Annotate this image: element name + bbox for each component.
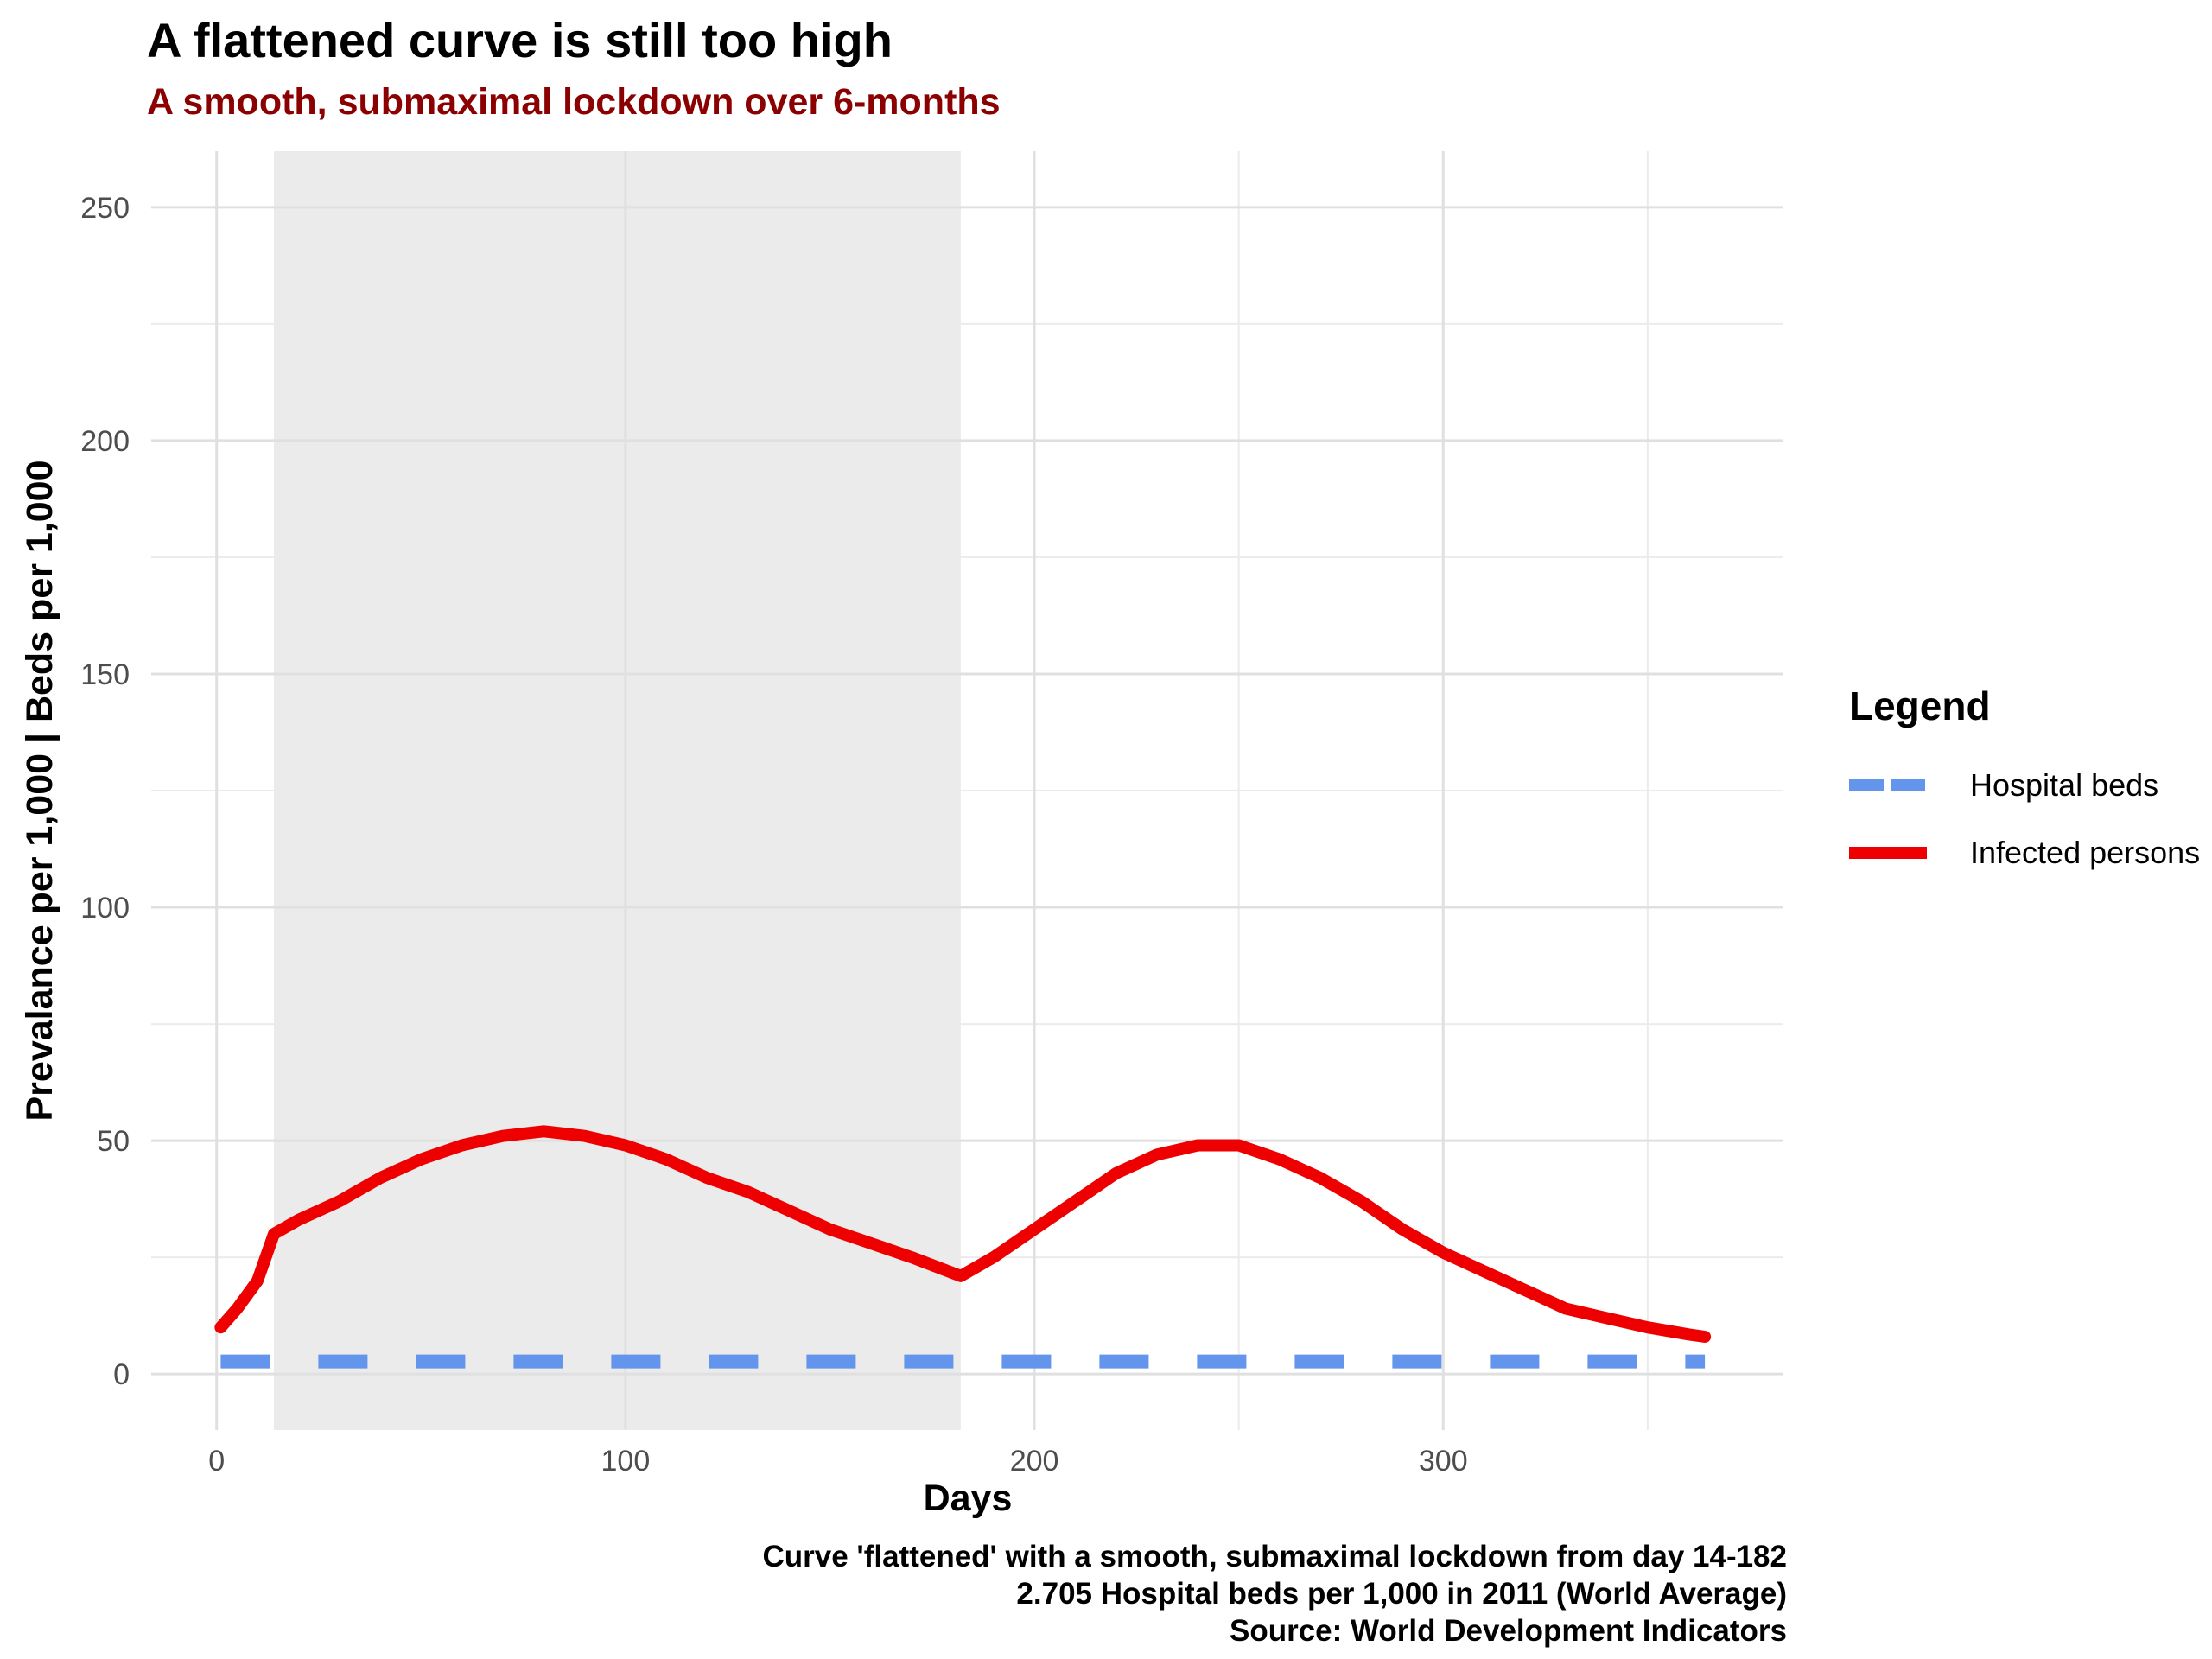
y-axis-title: Prevalance per 1,000 | Beds per 1,000: [19, 460, 60, 1121]
caption: Curve 'flattened' with a smooth, submaxi…: [762, 1538, 1787, 1649]
y-tick-label: 100: [80, 892, 130, 925]
caption-line-3: Source: World Development Indicators: [1229, 1614, 1787, 1648]
x-tick-label: 0: [208, 1445, 225, 1478]
legend-label-infected-persons: Infected persons: [1970, 835, 2201, 870]
x-tick-label: 100: [601, 1445, 651, 1478]
legend-label-hospital-beds: Hospital beds: [1970, 767, 2159, 803]
legend-title: Legend: [1849, 683, 1991, 728]
y-tick-label: 200: [80, 425, 130, 458]
legend-key-hospital-beds: [1849, 779, 1927, 791]
x-axis-title: Days: [924, 1478, 1013, 1519]
legend: Legend Hospital beds Infected persons: [1849, 683, 2200, 887]
y-tick-label: 250: [80, 192, 130, 225]
y-tick-label: 150: [80, 658, 130, 691]
chart-title: A flattened curve is still too high: [147, 13, 893, 67]
x-tick-label: 200: [1010, 1445, 1059, 1478]
chart-subtitle: A smooth, submaximal lockdown over 6-mon…: [147, 81, 1001, 123]
y-tick-label: 0: [113, 1358, 130, 1391]
legend-item-infected-persons: Infected persons: [1849, 819, 2200, 887]
legend-item-hospital-beds: Hospital beds: [1849, 752, 2200, 819]
series-line-infected-persons: [214, 1125, 1712, 1343]
series-layer: [214, 1125, 1712, 1369]
caption-line-2: 2.705 Hospital beds per 1,000 in 2011 (W…: [1016, 1577, 1787, 1611]
y-tick-label: 50: [97, 1125, 130, 1158]
tick-labels: 0 50 100 150 200 250 0 100 200 300: [80, 192, 1467, 1478]
legend-key-infected-persons: [1849, 847, 1927, 859]
x-tick-label: 300: [1419, 1445, 1468, 1478]
caption-line-1: Curve 'flattened' with a smooth, submaxi…: [762, 1540, 1787, 1573]
grid-lines: [151, 151, 1783, 1430]
